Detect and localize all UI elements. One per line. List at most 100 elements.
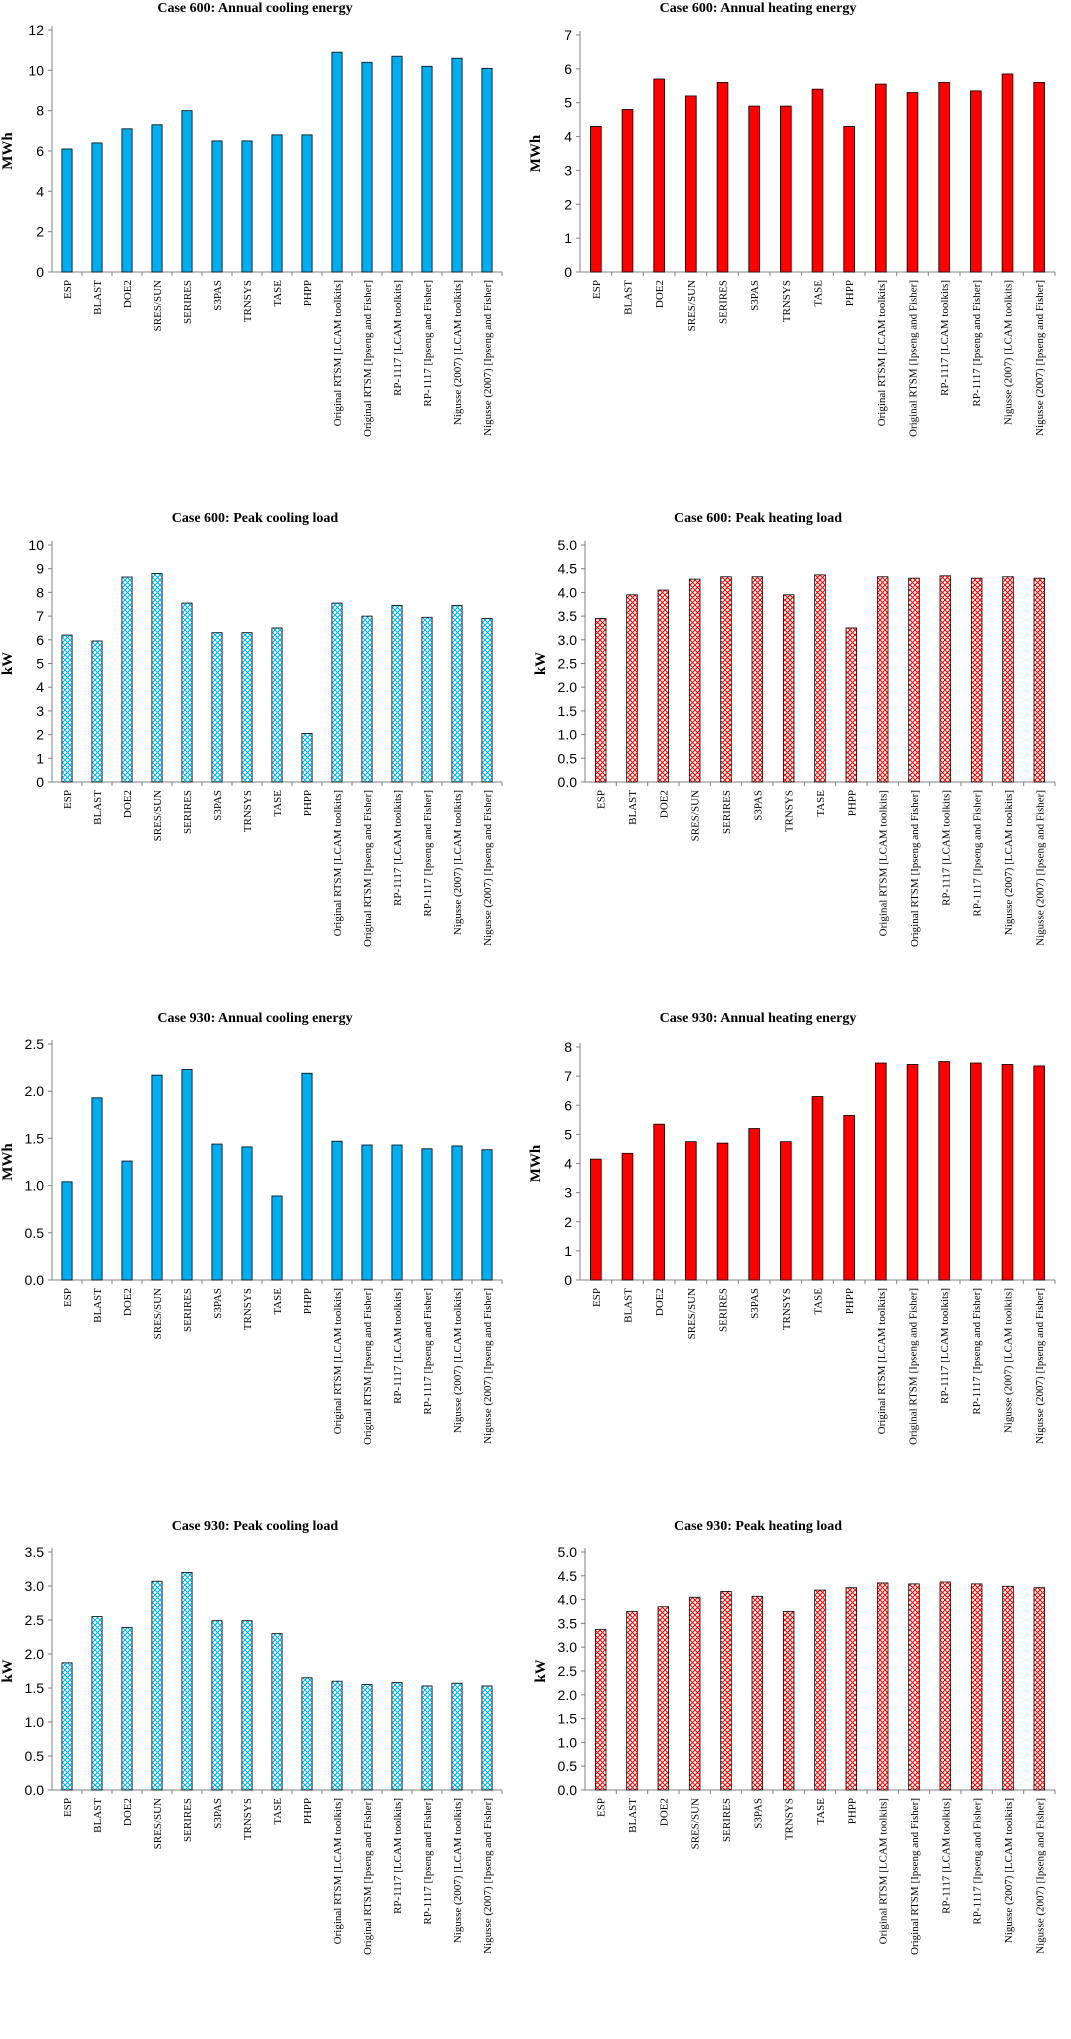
y-tick-label: 2.0 bbox=[25, 1646, 45, 1662]
x-tick-label: Nigusse (2007) [LCAM toolkits] bbox=[452, 790, 464, 935]
bar bbox=[748, 105, 760, 273]
y-tick-label: 0 bbox=[36, 774, 44, 790]
bar bbox=[1002, 576, 1014, 783]
y-tick-label: 2.5 bbox=[558, 656, 578, 672]
bar bbox=[626, 1611, 638, 1791]
bar bbox=[121, 1160, 133, 1281]
bar bbox=[688, 1596, 701, 1791]
y-tick-label: 0.0 bbox=[25, 1782, 45, 1798]
x-tick-label: S3PAS bbox=[752, 790, 764, 821]
bar bbox=[301, 733, 313, 783]
x-tick-label: SERIRES bbox=[718, 280, 730, 324]
bar bbox=[751, 576, 764, 783]
bar bbox=[91, 640, 103, 783]
bar bbox=[361, 1144, 373, 1281]
x-tick-label: PHPP bbox=[844, 1288, 856, 1314]
y-tick-label: 1 bbox=[36, 750, 44, 766]
bar bbox=[1033, 82, 1045, 273]
y-tick-label: 3 bbox=[36, 703, 44, 719]
y-tick-label: 2 bbox=[36, 224, 44, 240]
bar bbox=[61, 148, 73, 273]
y-tick-label: 4 bbox=[36, 679, 44, 695]
bar bbox=[657, 589, 670, 783]
bar bbox=[970, 1062, 982, 1281]
x-tick-label: Nigusse (2007) [Ipseng and Fisher] bbox=[1034, 1798, 1046, 1954]
x-tick-label: TASE bbox=[815, 1798, 827, 1825]
bar bbox=[391, 55, 403, 273]
x-tick-label: Original RTSM [LCAM toolkits] bbox=[332, 1798, 344, 1944]
x-tick-label: S3PAS bbox=[749, 1288, 761, 1319]
x-tick-label: BLAST bbox=[627, 790, 639, 825]
bar bbox=[748, 1128, 760, 1281]
x-tick-label: RP-1117 [Ipseng and Fisher] bbox=[422, 1798, 434, 1925]
y-tick-label: 3.0 bbox=[558, 1639, 578, 1655]
bar bbox=[1001, 73, 1014, 273]
bar bbox=[720, 576, 732, 783]
bar bbox=[421, 65, 433, 273]
bar bbox=[481, 67, 493, 273]
x-tick-label: ESP bbox=[62, 790, 74, 809]
x-tick-label: RP-1117 [Ipseng and Fisher] bbox=[422, 280, 434, 407]
y-tick-label: 0.0 bbox=[25, 1272, 45, 1288]
bar bbox=[814, 574, 826, 783]
y-axis-label: MWh bbox=[528, 1144, 544, 1182]
x-tick-label: DOE2 bbox=[654, 1288, 666, 1316]
x-tick-label: PHPP bbox=[302, 1798, 314, 1824]
y-tick-label: 3 bbox=[564, 1185, 572, 1201]
x-tick-label: RP-1117 [LCAM toolkits] bbox=[392, 280, 404, 396]
bar bbox=[653, 78, 665, 273]
chart-title: Case 930: Annual cooling energy bbox=[157, 1011, 352, 1026]
x-tick-label: TRNSYS bbox=[781, 280, 793, 322]
x-tick-label: TRNSYS bbox=[784, 1798, 796, 1840]
x-tick-label: ESP bbox=[596, 790, 608, 809]
bar bbox=[811, 88, 824, 273]
bar bbox=[151, 124, 163, 273]
bar bbox=[811, 1096, 824, 1281]
bar bbox=[782, 594, 795, 783]
x-tick-label: DOE2 bbox=[658, 1798, 670, 1826]
y-tick-label: 1.5 bbox=[25, 1680, 45, 1696]
bar bbox=[301, 134, 313, 273]
y-tick-label: 4 bbox=[564, 129, 572, 145]
y-tick-label: 3.5 bbox=[558, 608, 578, 624]
bar bbox=[61, 1662, 73, 1791]
y-tick-label: 3.0 bbox=[25, 1578, 45, 1594]
bar bbox=[331, 1140, 343, 1281]
x-tick-label: RP-1117 [LCAM toolkits] bbox=[940, 790, 952, 906]
bar bbox=[621, 109, 634, 273]
chart-panel: Case 600: Annual cooling energy MWh 0 2 4 6 8 1… bbox=[0, 1, 503, 437]
bar bbox=[241, 632, 253, 783]
y-tick-label: 7 bbox=[564, 27, 572, 43]
bar bbox=[301, 1677, 313, 1791]
chart-panel: Case 930: Peak cooling load kW 0.0 0.5 1.0 1.… bbox=[0, 1519, 503, 1955]
x-tick-label: Nigusse (2007) [Ipseng and Fisher] bbox=[1034, 790, 1046, 946]
bar bbox=[1033, 1065, 1045, 1281]
x-tick-label: Nigusse (2007) [LCAM toolkits] bbox=[452, 1798, 464, 1943]
x-tick-label: BLAST bbox=[92, 1288, 104, 1323]
bar bbox=[61, 634, 73, 783]
bar bbox=[938, 1061, 950, 1281]
bar bbox=[331, 51, 343, 273]
x-tick-label: TASE bbox=[272, 1288, 284, 1315]
x-tick-label: BLAST bbox=[627, 1798, 639, 1833]
x-tick-label: TRNSYS bbox=[242, 1288, 254, 1330]
y-tick-label: 3.5 bbox=[558, 1615, 578, 1631]
x-tick-label: Nigusse (2007) [LCAM toolkits] bbox=[1003, 280, 1015, 425]
x-tick-label: SERIRES bbox=[182, 1798, 194, 1842]
y-tick-label: 9 bbox=[36, 561, 44, 577]
y-tick-label: 12 bbox=[28, 22, 44, 38]
y-axis-label: MWh bbox=[0, 1143, 16, 1181]
y-tick-label: 0 bbox=[564, 1272, 572, 1288]
x-tick-label: TASE bbox=[272, 790, 284, 817]
bar bbox=[657, 1606, 670, 1791]
bar bbox=[391, 605, 403, 783]
y-tick-label: 0.5 bbox=[25, 1748, 45, 1764]
bar bbox=[151, 1580, 163, 1791]
x-tick-label: ESP bbox=[591, 1288, 603, 1307]
chart-panels: Case 600: Annual cooling energy MWh 0 2 4 6 8 1… bbox=[0, 1, 1056, 1955]
bar bbox=[939, 575, 952, 783]
y-tick-label: 6 bbox=[36, 143, 44, 159]
x-tick-label: TASE bbox=[815, 790, 827, 817]
x-tick-label: Original RTSM [Ipseng and Fisher] bbox=[362, 280, 374, 437]
bar bbox=[780, 1141, 792, 1281]
